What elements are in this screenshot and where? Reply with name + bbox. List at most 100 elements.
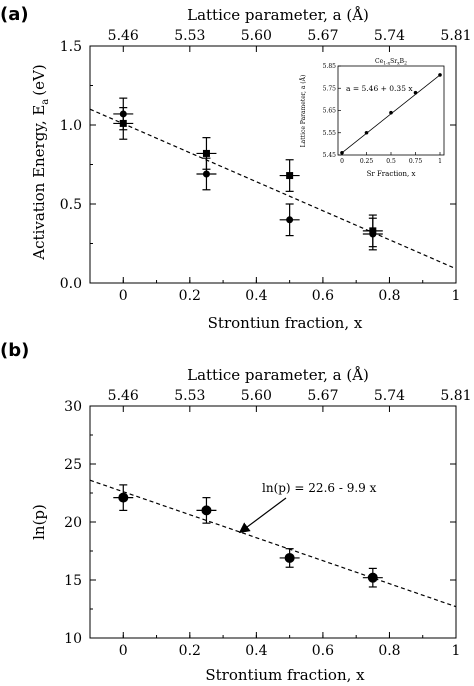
panel-b-x-tick-label: 0.4 [245,643,267,659]
panel-a-y-label-sub: a [40,99,51,105]
inset-x-axis-label: Sr Fraction, x [367,170,416,178]
panel-b-data-point [279,548,300,568]
panel-b-data-point [113,484,134,511]
panel-b-marker-circle [284,552,295,563]
inset-y-axis-label: Lattice Parameter, a (Å) [299,75,307,148]
panel-b-top-tick-label: 5.81 [440,388,471,404]
panel-a-top-tick-label: 5.74 [374,28,405,44]
inset-y-tick-label: 5.45 [323,152,337,159]
panel-b-marker-circle [118,492,129,503]
panel-b-marker-circle [367,572,378,583]
panel-b-annotation: ln(p) = 22.6 - 9.9 x [262,481,377,495]
panel-a-data-point [279,159,300,192]
inset-y-tick-label: 5.55 [323,130,337,137]
inset-y-tick-label: 5.85 [323,63,337,70]
panel-b-y-tick-label: 25 [64,457,82,473]
panel-b-data-point [196,497,217,524]
panel-b-top-tick-label: 5.46 [108,388,139,404]
panel-b-x-tick-label: 1 [452,643,461,659]
inset-title: Ce1-xSrxB2 [375,58,407,67]
panel-b-fit-line [89,479,457,608]
panel-a-marker-square [119,119,127,127]
panel-b-top-tick-label: 5.74 [374,388,405,404]
panel-a-x-ticks: 0 0.2 0.4 0.6 0.8 1 [89,46,461,304]
panel-a-top-tick-label: 5.46 [108,28,139,44]
panel-a-marker-square [286,172,294,180]
panel-b-y-tick-label: 15 [64,573,82,589]
panel-a: Lattice parameter, a (Å) 5.46 5.53 5.60 5.6… [30,6,472,332]
panel-b-y-axis-label: ln(p) [30,504,48,540]
inset-x-tick-label: 0.5 [386,158,396,165]
panel-a-x-tick-label: 0.2 [179,288,201,304]
panel-a-y-label-unit: (eV) [30,64,48,95]
panel-b-marker-circle [201,505,212,516]
panel-a-y-ticks: 0.0 0.5 1.0 1.5 [60,39,456,292]
panel-a-y-axis-label: Activation Energy, Ea (eV) [30,64,51,260]
panel-b-x-tick-label: 0.2 [179,643,201,659]
panel-b-top-tick-label: 5.60 [241,388,272,404]
panel-a-y-tick-label: 1.0 [60,118,82,134]
inset-x-tick-label: 1 [438,158,442,165]
panel-b-top-axis-label: Lattice parameter, a (Å) [187,366,369,384]
panel-b-x-axis-label: Strontium fraction, x [205,666,365,684]
panel-a-x-tick-label: 0 [119,288,128,304]
inset-marker-circle [438,73,442,77]
panel-b-x-tick-label: 0.6 [312,643,334,659]
panel-b-label: (b) [0,340,29,361]
panel-b-top-ticks: 5.46 5.53 5.60 5.67 5.74 5.81 [108,388,472,404]
panel-a-top-tick-label: 5.81 [440,28,471,44]
inset-frame [337,65,445,156]
inset-marker-circle [364,130,369,135]
inset-marker-circle [389,110,393,115]
panel-a-y-tick-label: 0.0 [60,276,82,292]
panel-b-frame [89,405,457,639]
panel-a-y-tick-label: 0.5 [60,197,82,213]
inset-data-points [340,73,442,155]
panel-b-y-tick-label: 10 [64,631,82,647]
panel-b-annotation-arrow [238,497,287,534]
inset-y-tick-label: 5.65 [323,108,337,115]
panel-b-y-tick-label: 30 [64,399,82,415]
panel-b-y-ticks: 10 15 20 25 30 [64,399,456,647]
panel-a-marker-circle [202,170,210,178]
panel-a-top-tick-label: 5.67 [307,28,338,44]
panel-a-label: (a) [0,4,29,25]
panel-a-x-tick-label: 0.8 [378,288,400,304]
inset-marker-circle [413,90,418,95]
panel-a-data-point [113,107,134,140]
inset-x-tick-label: 0.25 [360,158,374,165]
inset-y-tick-label: 5.75 [323,85,337,92]
panel-a-y-tick-label: 1.5 [60,39,82,55]
inset-x-tick-label: 0.75 [409,158,423,165]
panel-a-data-point [279,203,300,237]
inset-x-tick-label: 0 [340,158,344,165]
panel-a-inset: Ce1-xSrxB2 a = 5.46 + 0.35 x 0 0.25 0.5 0.7… [299,58,445,178]
panel-a-marker-square [369,227,377,235]
panel-b-data-points [113,484,383,588]
panel-b-y-tick-label: 20 [64,515,82,531]
panel-a-x-axis-label: Strontiun fraction, x [208,314,363,332]
panel-b-top-tick-label: 5.53 [174,388,205,404]
panel-b-data-point [362,567,383,588]
inset-y-ticks: 5.45 5.55 5.65 5.75 5.85 [323,63,341,159]
panel-b-top-tick-label: 5.67 [307,388,338,404]
panel-a-top-axis-label: Lattice parameter, a (Å) [187,6,369,24]
inset-marker-circle [340,150,344,155]
panel-a-fit-line [89,108,457,270]
panel-a-x-tick-label: 0.6 [312,288,334,304]
panel-a-top-ticks: 5.46 5.53 5.60 5.67 5.74 5.81 [108,28,472,44]
panel-a-data-point [196,137,217,170]
panel-a-data-points [113,97,383,251]
panel-a-top-tick-label: 5.53 [174,28,205,44]
panel-b-x-tick-label: 0 [119,643,128,659]
panel-b-x-tick-label: 0.8 [378,643,400,659]
panel-a-data-point [362,214,383,248]
panel-a-marker-circle [286,216,294,224]
panel-b-x-ticks: 0 0.2 0.4 0.6 0.8 1 [89,406,461,659]
panel-a-top-tick-label: 5.60 [241,28,272,44]
panel-a-x-tick-label: 1 [452,288,461,304]
inset-annotation: a = 5.46 + 0.35 x [346,84,413,93]
panel-a-x-tick-label: 0.4 [245,288,267,304]
panel-b: Lattice parameter, a (Å) 5.46 5.53 5.60 5.6… [30,366,472,684]
